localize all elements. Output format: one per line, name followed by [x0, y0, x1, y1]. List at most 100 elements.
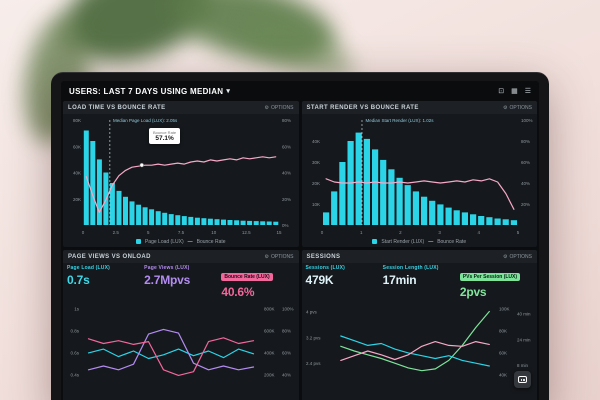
svg-text:5: 5 [516, 230, 519, 235]
stats-row: Sessions (LUX) 479K Session Length (LUX)… [306, 265, 534, 299]
svg-text:40K: 40K [73, 171, 81, 176]
chevron-down-icon: ▾ [226, 88, 231, 95]
svg-text:80K: 80K [73, 118, 81, 123]
gear-icon: ⚙ [264, 104, 269, 111]
timeframe-selector[interactable]: USERS: LAST 7 DAYS USING MEDIAN ▾ [69, 87, 230, 96]
svg-text:60%: 60% [282, 144, 291, 149]
options-button[interactable]: ⚙ OPTIONS [265, 254, 294, 260]
load-time-chart[interactable]: 80K 60K 40K 20K 80% 60% 40% 20% 0% 0 2.5 5 7.5 10 12.5… [65, 115, 297, 236]
tooltip-value: 57.1% [155, 135, 174, 142]
svg-text:30K: 30K [311, 160, 319, 165]
dashboard-topbar: USERS: LAST 7 DAYS USING MEDIAN ▾ ⊡ ▦ ☰ [61, 81, 539, 101]
svg-text:100%: 100% [521, 118, 533, 123]
gear-icon: ⚙ [503, 253, 508, 260]
legend-line-label: Bounce Rate [196, 238, 226, 245]
options-button[interactable]: ⚙ OPTIONS [265, 105, 294, 111]
options-button[interactable]: ⚙ OPTIONS [503, 105, 532, 111]
svg-text:10: 10 [211, 230, 217, 235]
svg-text:40 min: 40 min [517, 311, 531, 316]
options-button[interactable]: ⚙ OPTIONS [503, 254, 532, 260]
sessions-chart[interactable]: 4 pvs 3.2 pvs 2.4 pvs 100K 80K 60K 40K 40 min 24… [304, 300, 536, 400]
panel-sessions: SESSIONS ⚙ OPTIONS Sessions (LUX) 479K S… [301, 250, 537, 400]
svg-text:20K: 20K [311, 181, 319, 186]
chart-legend: Start Render (LUX) — Bounce Rate [302, 237, 538, 246]
svg-text:80%: 80% [521, 139, 530, 144]
svg-text:0.6s: 0.6s [70, 351, 79, 356]
svg-text:100K: 100K [499, 307, 510, 312]
svg-text:2: 2 [399, 230, 402, 235]
display-icon[interactable]: ⊡ [498, 87, 505, 95]
median-annotation: Median Start Render (LUX): 1.02s [365, 118, 434, 123]
stat-badge: Bounce Rate (LUX) [221, 273, 273, 281]
stat-bounce-rate[interactable]: Bounce Rate (LUX) 40.6% [221, 265, 294, 299]
svg-text:200K: 200K [264, 373, 275, 378]
svg-text:40K: 40K [499, 373, 507, 378]
options-label: OPTIONS [270, 104, 294, 111]
svg-text:24 min: 24 min [517, 337, 531, 342]
svg-text:4 pvs: 4 pvs [306, 310, 318, 315]
stat-session-length[interactable]: Session Length (LUX) 17min [383, 265, 456, 299]
stat-badge: PVs Per Session (LUX) [459, 273, 521, 281]
panel-header: PAGE VIEWS VS ONLOAD ⚙ OPTIONS [63, 250, 299, 263]
svg-text:7.5: 7.5 [178, 230, 185, 235]
stat-label: Sessions (LUX) [305, 265, 345, 271]
chart-legend: Page Load (LUX) — Bounce Rate [63, 237, 299, 246]
bar-swatch-icon [135, 239, 141, 244]
svg-text:80K: 80K [499, 329, 507, 334]
line-swatch-icon: — [187, 238, 193, 245]
svg-text:40%: 40% [282, 373, 291, 378]
svg-text:10K: 10K [311, 202, 319, 207]
svg-text:3.2 pvs: 3.2 pvs [306, 335, 321, 340]
svg-text:2.5: 2.5 [113, 230, 120, 235]
svg-text:40K: 40K [311, 139, 319, 144]
legend-line-label: Bounce Rate [437, 238, 467, 245]
panel-header: START RENDER VS BOUNCE RATE ⚙ OPTIONS [301, 101, 537, 114]
svg-text:5: 5 [147, 230, 150, 235]
panel-title: PAGE VIEWS VS ONLOAD [68, 253, 151, 260]
svg-text:60%: 60% [521, 160, 530, 165]
page-views-chart[interactable]: 1s 0.8s 0.6s 0.4s 800K 600K 400K 200K 100% 80% 60%… [65, 300, 297, 400]
svg-text:0: 0 [82, 230, 85, 235]
stat-value: 40.6% [221, 285, 255, 299]
svg-text:80%: 80% [282, 118, 291, 123]
svg-text:0%: 0% [282, 223, 289, 228]
options-label: OPTIONS [509, 104, 532, 111]
chart-tooltip: Bounce Rate 57.1% [149, 128, 181, 144]
stat-sessions[interactable]: Sessions (LUX) 479K [306, 265, 379, 299]
timeframe-label: USERS: LAST 7 DAYS USING MEDIAN [69, 86, 224, 96]
svg-text:80%: 80% [282, 329, 291, 334]
svg-text:8 min: 8 min [517, 363, 529, 368]
svg-text:1s: 1s [74, 307, 80, 312]
laptop-frame: USERS: LAST 7 DAYS USING MEDIAN ▾ ⊡ ▦ ☰ … [51, 72, 549, 400]
stat-pvs-per-session[interactable]: PVs Per Session (LUX) 2pvs [459, 265, 533, 299]
svg-text:20%: 20% [282, 197, 291, 202]
stats-row: Page Load (LUX) 0.7s Page Views (LUX) 2.… [67, 265, 295, 299]
menu-icon[interactable]: ☰ [524, 87, 531, 95]
stat-value: 17min [382, 273, 417, 287]
stat-page-load[interactable]: Page Load (LUX) 0.7s [67, 265, 140, 299]
panel-header: LOAD TIME VS BOUNCE RATE ⚙ OPTIONS [63, 101, 299, 114]
stat-label: Page Load (LUX) [67, 265, 111, 271]
apps-icon[interactable]: ▦ [511, 87, 518, 95]
line-swatch-icon: — [428, 238, 434, 245]
svg-text:20K: 20K [73, 197, 81, 202]
svg-text:0: 0 [320, 230, 323, 235]
chat-widget-button[interactable] [514, 371, 531, 388]
panel-title: SESSIONS [306, 253, 341, 260]
options-label: OPTIONS [509, 253, 532, 260]
svg-text:60%: 60% [282, 351, 291, 356]
svg-text:1: 1 [359, 230, 362, 235]
panel-title: START RENDER VS BOUNCE RATE [306, 104, 419, 111]
svg-text:60K: 60K [73, 144, 81, 149]
svg-text:800K: 800K [264, 307, 275, 312]
bar-swatch-icon [372, 239, 378, 244]
start-render-chart[interactable]: 40K 30K 20K 10K 100% 80% 60% 40% 20% 0 1 2 3 4 5 [304, 115, 536, 236]
svg-text:2.4 pvs: 2.4 pvs [306, 361, 321, 366]
svg-text:60K: 60K [499, 351, 507, 356]
stat-value: 0.7s [67, 273, 90, 287]
panel-header: SESSIONS ⚙ OPTIONS [301, 250, 537, 263]
legend-bar-label: Start Render (LUX) [381, 238, 425, 245]
stat-value: 2pvs [459, 285, 487, 299]
legend-bar-label: Page Load (LUX) [144, 238, 184, 245]
stat-page-views[interactable]: Page Views (LUX) 2.7Mpvs [144, 265, 217, 299]
